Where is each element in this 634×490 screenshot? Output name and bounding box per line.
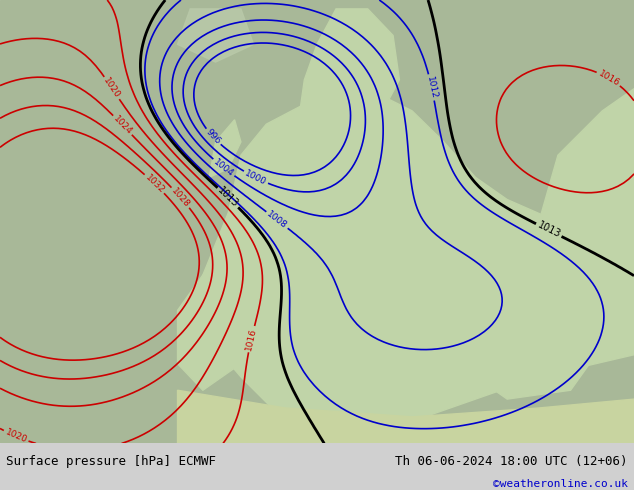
Text: 1016: 1016 xyxy=(597,69,621,88)
Text: 1012: 1012 xyxy=(425,75,438,99)
Text: Surface pressure [hPa] ECMWF: Surface pressure [hPa] ECMWF xyxy=(6,455,216,467)
Polygon shape xyxy=(539,89,634,288)
Text: 1013: 1013 xyxy=(216,185,240,210)
Polygon shape xyxy=(178,390,634,443)
Text: 1028: 1028 xyxy=(170,186,191,209)
Text: 1004: 1004 xyxy=(212,157,235,178)
Text: 1008: 1008 xyxy=(265,209,289,231)
Text: ©weatheronline.co.uk: ©weatheronline.co.uk xyxy=(493,479,628,490)
Polygon shape xyxy=(203,89,634,435)
Polygon shape xyxy=(298,9,399,133)
Polygon shape xyxy=(456,288,602,399)
Text: 996: 996 xyxy=(204,127,223,147)
Polygon shape xyxy=(178,9,254,62)
Text: 1016: 1016 xyxy=(245,327,258,351)
Text: 1013: 1013 xyxy=(536,220,562,240)
Polygon shape xyxy=(209,120,241,177)
Text: 1000: 1000 xyxy=(243,169,268,187)
Text: 1020: 1020 xyxy=(4,428,29,445)
Text: Th 06-06-2024 18:00 UTC (12+06): Th 06-06-2024 18:00 UTC (12+06) xyxy=(395,455,628,467)
Text: 1020: 1020 xyxy=(101,76,122,100)
Text: 1024: 1024 xyxy=(112,114,134,136)
Text: 1032: 1032 xyxy=(143,172,166,195)
Polygon shape xyxy=(178,275,254,390)
